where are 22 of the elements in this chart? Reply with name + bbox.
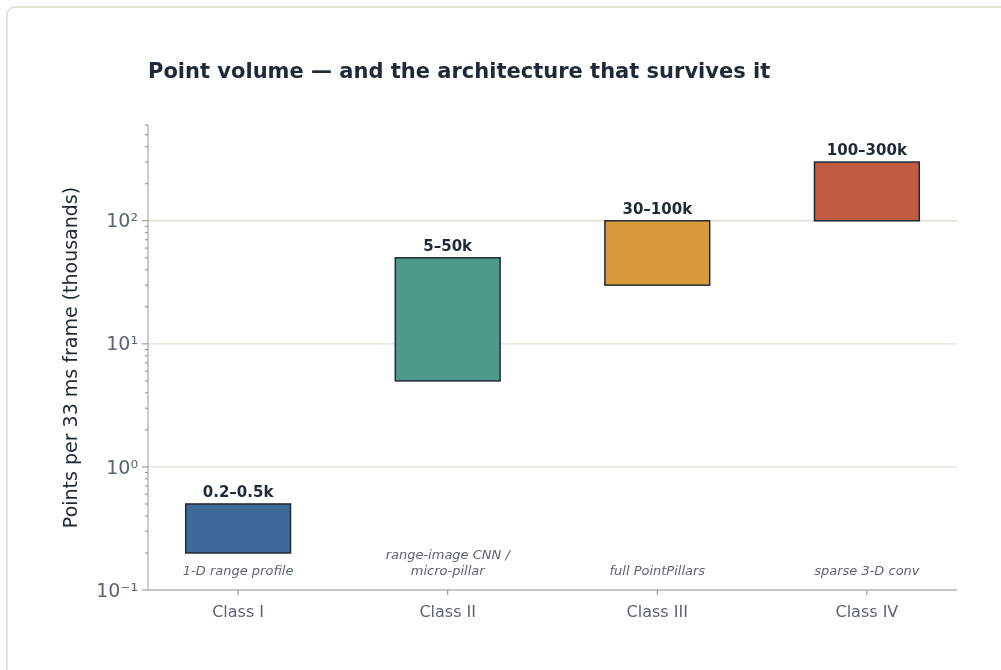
data-label: 0.2–0.5k (202, 482, 275, 501)
data-label: 5–50k (423, 236, 474, 255)
annotation: 1-D range profile (182, 562, 294, 578)
x-tick-label: Class IV (835, 602, 899, 621)
annotation: sparse 3-D conv (814, 562, 920, 578)
data-label: 100–300k (826, 141, 908, 160)
bar (394, 257, 501, 382)
x-tick-label: Class III (626, 602, 688, 621)
annotation: range-image CNN / micro-pillar (385, 546, 512, 578)
x-tick-label: Class I (212, 602, 265, 621)
y-tick-label: 10⁰ (106, 455, 138, 478)
bar (604, 220, 711, 286)
chart-title: Point volume — and the architecture that survives it (148, 59, 771, 83)
data-label: 30–100k (622, 199, 694, 218)
y-tick-label: 10¹ (106, 332, 138, 355)
y-axis-title: Points per 33 ms frame (thousands) (59, 186, 81, 529)
y-tick-label: 10⁻¹ (96, 578, 138, 601)
x-tick-label: Class II (419, 602, 477, 621)
bar (184, 503, 292, 554)
bar (813, 161, 921, 222)
y-tick-label: 10² (106, 209, 138, 232)
annotation: full PointPillars (609, 562, 706, 578)
